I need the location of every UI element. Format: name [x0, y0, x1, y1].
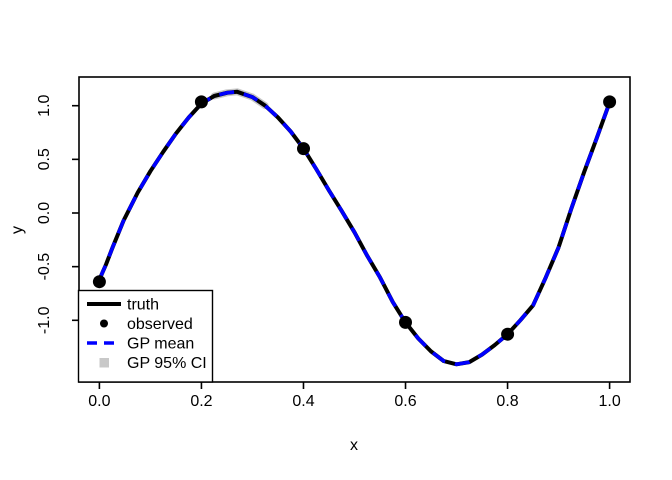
- observed-points: [92, 95, 617, 341]
- x-tick-label: 0.4: [292, 393, 314, 410]
- legend-truth-label: truth: [127, 297, 159, 314]
- y-tick-label: -1.0: [36, 306, 53, 334]
- plot-border: [78, 76, 631, 383]
- y-tick-label: 0.5: [36, 148, 53, 170]
- x-tick-label: 1.0: [598, 393, 620, 410]
- axes: 0.0 0.2 0.4 0.6 0.8 1.0 -1.0 -0.5 0.0 0.5 1.0: [36, 94, 621, 410]
- y-axis-title: y: [9, 226, 26, 234]
- data-point: [399, 315, 412, 329]
- y-tick-label: 1.0: [36, 94, 53, 116]
- gp-mean-line: [97, 90, 612, 367]
- data-point: [603, 95, 617, 109]
- legend-gp-mean-label: GP mean: [127, 336, 194, 353]
- legend-ci-label: GP 95% CI: [127, 355, 207, 372]
- y-tick-label: 0.0: [36, 202, 53, 224]
- legend-observed-label: observed: [127, 316, 193, 333]
- data-point: [501, 327, 515, 341]
- x-tick-label: 0.6: [394, 393, 416, 410]
- x-tick-label: 0.2: [190, 393, 212, 410]
- y-tick-label: -0.5: [36, 253, 53, 281]
- data-point: [297, 142, 310, 156]
- data-point: [194, 95, 208, 109]
- legend-observed-point-swatch: [100, 319, 108, 328]
- data-point: [92, 275, 106, 289]
- x-tick-label: 0.8: [496, 393, 518, 410]
- x-axis-title: x: [350, 437, 358, 454]
- legend-ci-square-swatch: [99, 358, 109, 368]
- x-tick-label: 0.0: [88, 393, 110, 410]
- legend: truth observed GP mean GP 95% CI: [77, 289, 214, 383]
